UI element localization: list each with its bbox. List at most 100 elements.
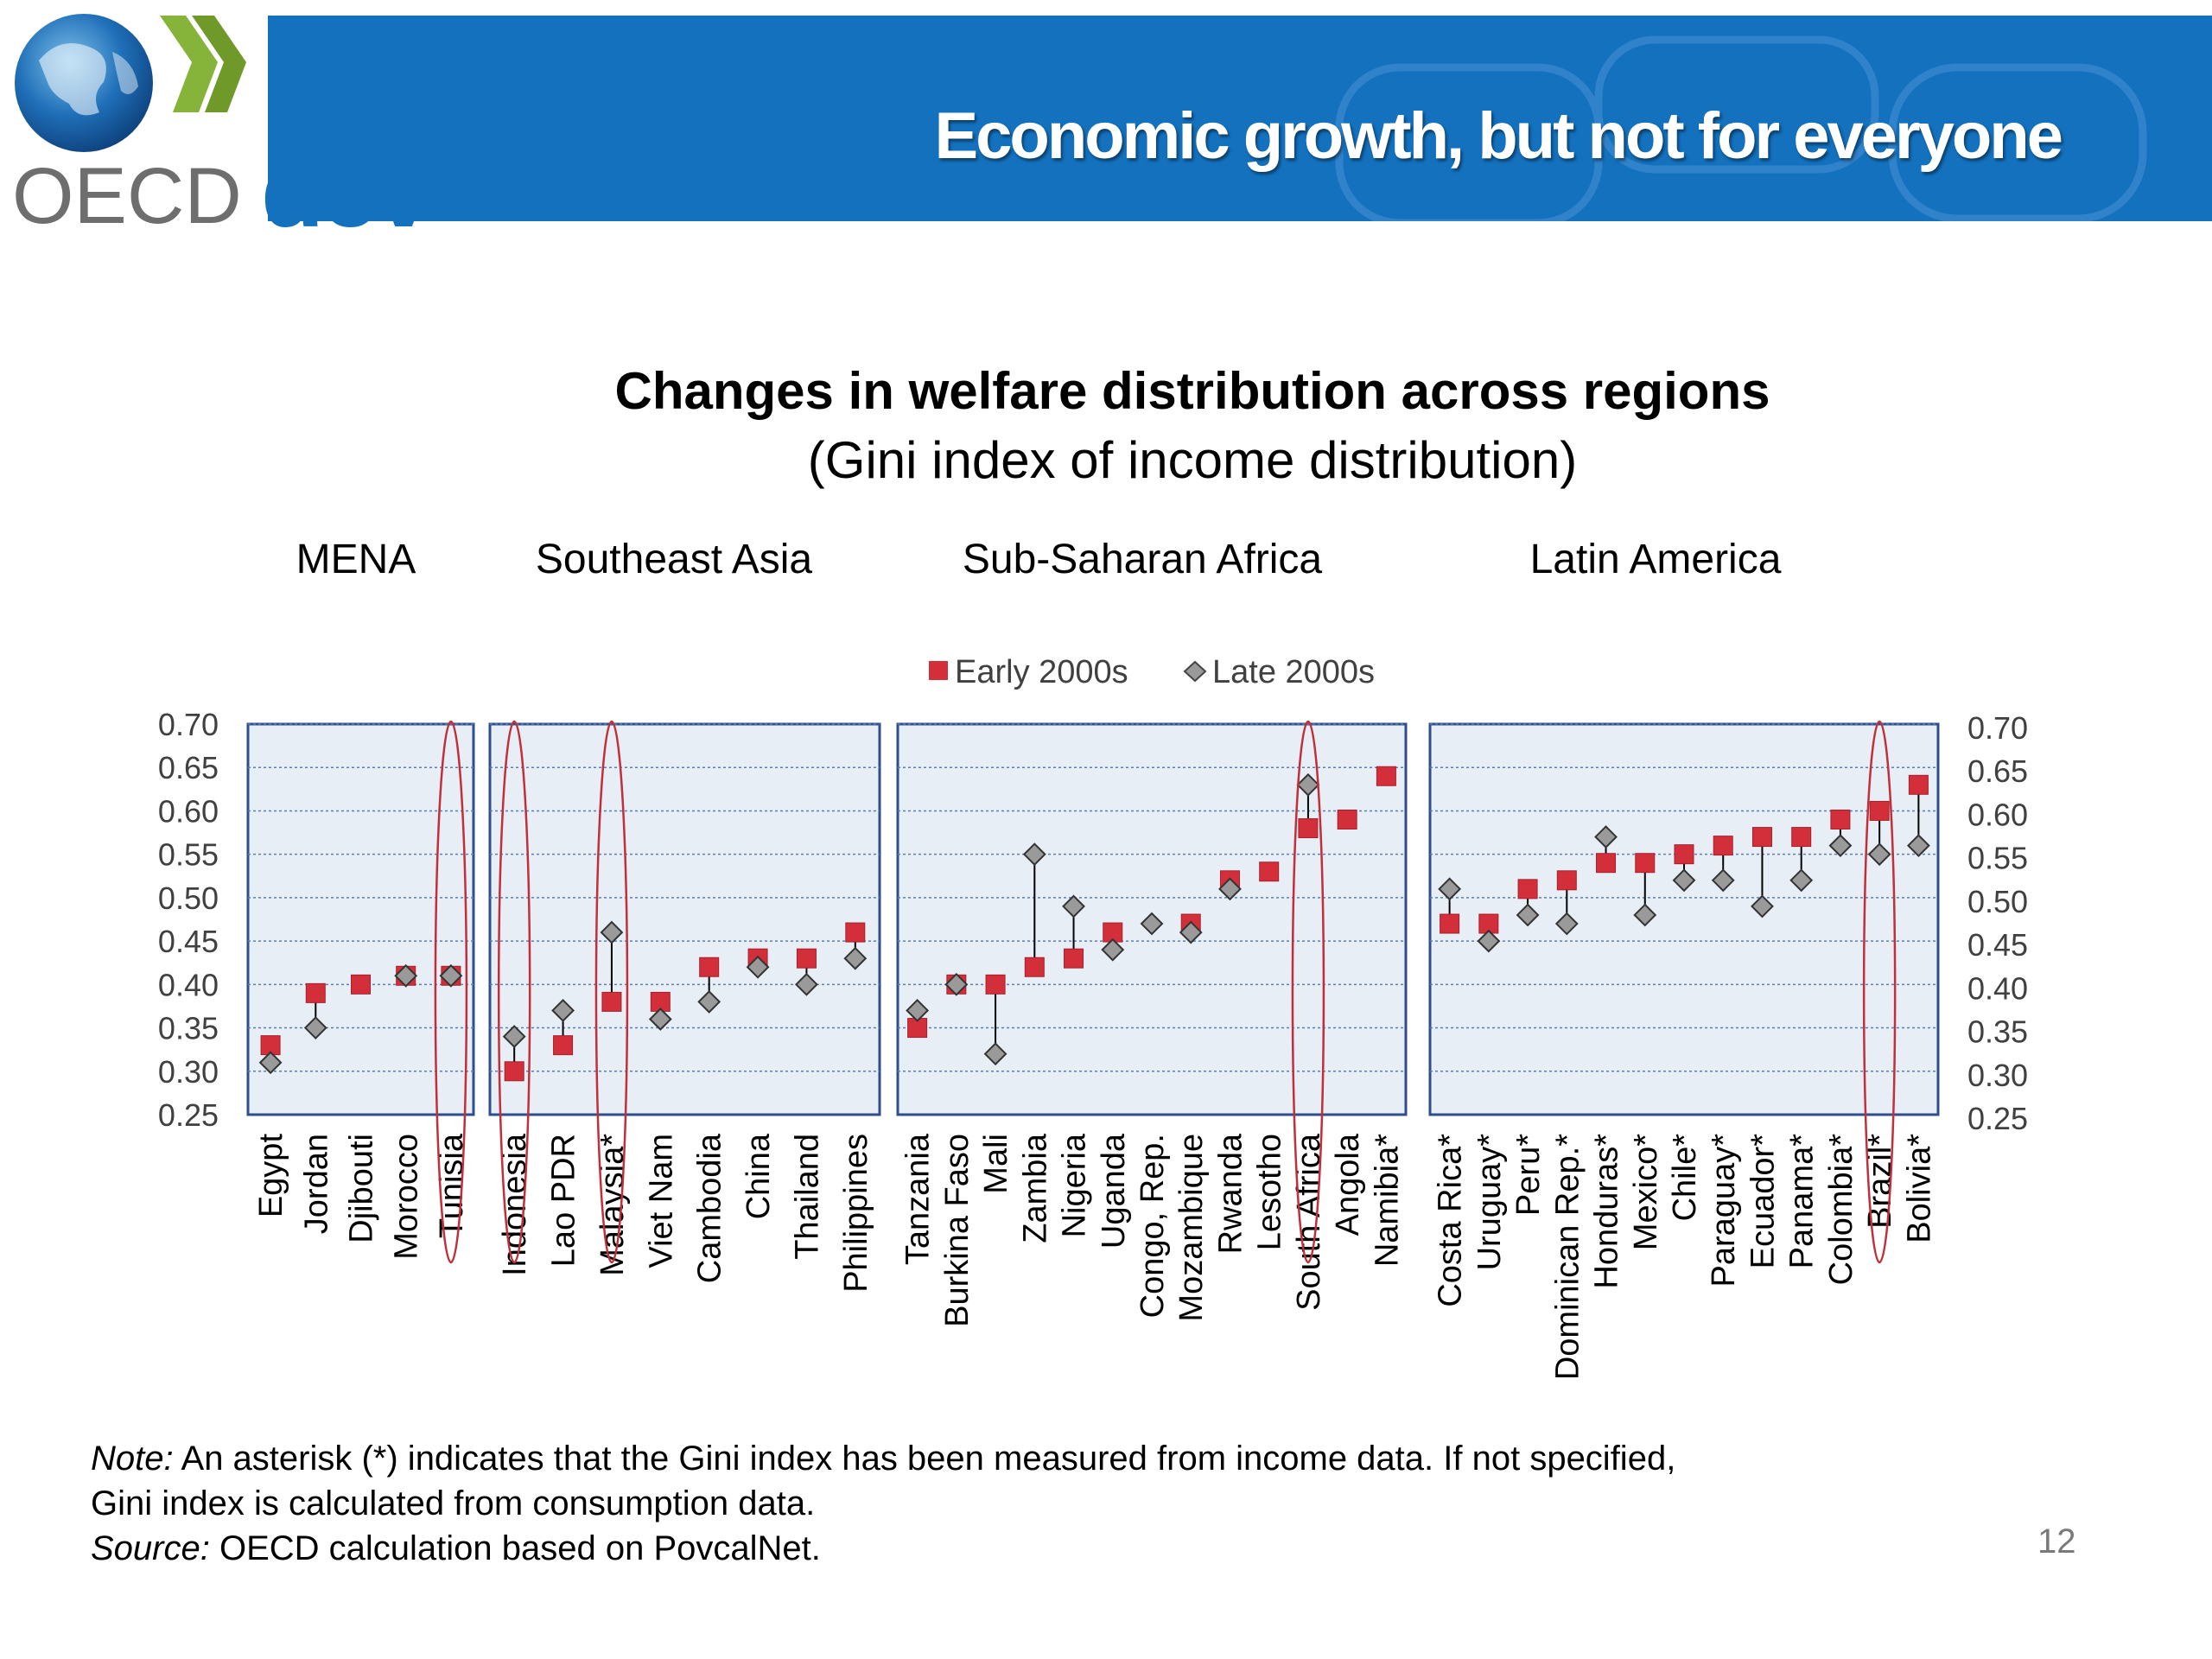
- late-marker-uganda: [1101, 938, 1125, 962]
- chevron-logo-icon: [160, 16, 246, 112]
- globe-icon: [15, 14, 153, 152]
- panel-sub-saharan-africa: [896, 722, 1408, 1116]
- x-label-dominican-rep: Dominican Rep.*: [1549, 1134, 1586, 1380]
- panel-background: [1428, 722, 1940, 1116]
- highlight-ellipse-indonesia: [497, 720, 531, 1264]
- y-tick-left: 0.25: [158, 1097, 219, 1133]
- chart-title: Changes in welfare distribution across r…: [614, 362, 1770, 420]
- x-label-jordan: Jordan: [298, 1134, 334, 1234]
- late-marker-malaysia: [600, 920, 624, 944]
- chart-notes: Note: An asterisk (*) indicates that the…: [91, 1436, 1675, 1571]
- gini-chart: Early 2000s Late 2000s 0.700.650.600.550…: [158, 654, 2028, 1380]
- note-label: Note:: [91, 1440, 174, 1478]
- region-label-mena: MENA: [296, 537, 416, 582]
- speech-bubble-decoration: [1335, 35, 2147, 221]
- late-marker-colombia: [1828, 834, 1853, 858]
- late-marker-panama: [1789, 868, 1814, 893]
- x-label-mexico: Mexico*: [1628, 1134, 1664, 1250]
- early-marker-lesotho: [1259, 861, 1280, 882]
- y-tick-left: 0.60: [158, 793, 219, 829]
- x-label-panama: Panama*: [1784, 1134, 1821, 1269]
- late-marker-paraguay: [1711, 868, 1735, 893]
- late-marker-honduras: [1594, 825, 1618, 849]
- early-marker-paraguay: [1713, 836, 1733, 856]
- x-label-burkina-faso: Burkina Faso: [939, 1134, 976, 1327]
- late-marker-morocco: [394, 963, 418, 988]
- y-tick-right: 0.60: [1967, 797, 2028, 832]
- late-marker-brazil: [1867, 842, 1891, 867]
- x-label-tanzania: Tanzania: [900, 1133, 937, 1265]
- early-marker-south-africa: [1298, 818, 1319, 839]
- x-label-djibouti: Djibouti: [344, 1134, 380, 1243]
- x-label-paraguay: Paraguay*: [1706, 1134, 1742, 1287]
- late-marker-jordan: [303, 1016, 327, 1039]
- late-marker-costa-rica: [1438, 877, 1462, 901]
- x-label-ecuador: Ecuador*: [1745, 1134, 1781, 1269]
- late-marker-mali: [983, 1042, 1007, 1066]
- late-marker-congo-rep: [1140, 912, 1164, 936]
- late-marker-viet-nam: [648, 1007, 672, 1031]
- legend-early-label: Early 2000s: [955, 654, 1128, 690]
- early-marker-dominican-rep: [1556, 870, 1577, 891]
- early-marker-thailand: [796, 948, 817, 969]
- late-marker-tanzania: [906, 999, 930, 1022]
- early-marker-zambia: [1024, 957, 1045, 977]
- x-label-egypt: Egypt: [253, 1134, 289, 1218]
- late-marker-dominican-rep: [1554, 912, 1579, 936]
- x-label-mali: Mali: [978, 1134, 1014, 1194]
- early-marker-malaysia: [601, 991, 622, 1012]
- y-tick-left: 0.50: [158, 880, 219, 916]
- x-label-philippines: Philippines: [838, 1134, 874, 1293]
- y-tick-left: 0.55: [158, 837, 219, 873]
- chart-subtitle: (Gini index of income distribution): [807, 431, 1578, 489]
- x-label-nigeria: Nigeria: [1057, 1133, 1093, 1237]
- legend-late-marker: [1183, 660, 1207, 683]
- y-tick-right: 0.45: [1967, 927, 2028, 963]
- panel-background: [246, 722, 475, 1116]
- early-marker-bolivia: [1908, 774, 1929, 795]
- source-text: OECD calculation based on PovcalNet.: [209, 1529, 821, 1567]
- y-axis-left: 0.70 0.65 0.60 0.55 0.50 0.45 0.40 0.35 0.30 0.25: [158, 707, 219, 1133]
- x-label-zambia: Zambia: [1017, 1133, 1053, 1243]
- x-label-peru: Peru*: [1510, 1134, 1547, 1216]
- late-marker-indonesia: [502, 1025, 526, 1049]
- y-tick-right: 0.25: [1967, 1101, 2028, 1136]
- banner-title: Economic growth, but not for everyone: [934, 99, 2063, 173]
- late-marker-ecuador: [1751, 894, 1774, 918]
- late-marker-uruguay: [1477, 929, 1501, 953]
- early-marker-namibia: [1376, 766, 1396, 786]
- x-label-congo-rep: Congo, Rep.: [1135, 1134, 1171, 1318]
- late-marker-bolivia: [1906, 834, 1930, 858]
- panel-mena: [246, 722, 475, 1116]
- legend-late-label: Late 2000s: [1212, 654, 1375, 690]
- early-marker-philippines: [845, 922, 866, 943]
- x-label-lao-pdr: Lao PDR: [546, 1134, 582, 1267]
- late-marker-chile: [1672, 868, 1696, 893]
- early-marker-panama: [1791, 827, 1812, 848]
- x-label-lesotho: Lesotho: [1252, 1134, 1288, 1250]
- late-marker-cambodia: [697, 990, 721, 1014]
- x-label-chile: Chile*: [1667, 1134, 1703, 1222]
- x-label-morocco: Morocco: [389, 1134, 425, 1260]
- y-tick-right: 0.35: [1967, 1014, 2028, 1050]
- x-label-namibia: Namibia*: [1369, 1134, 1405, 1267]
- oecd-dev-logo: OECD dev: [12, 14, 436, 233]
- early-marker-costa-rica: [1440, 913, 1460, 934]
- x-label-colombia: Colombia*: [1823, 1134, 1859, 1286]
- highlight-ellipse-brazil: [1862, 720, 1897, 1264]
- highlight-ellipse-south-africa: [1291, 720, 1325, 1264]
- late-marker-egypt: [258, 1051, 283, 1075]
- y-tick-left: 0.40: [158, 967, 219, 1002]
- late-marker-burkina-faso: [944, 972, 969, 996]
- region-label-latin-america: Latin America: [1529, 537, 1782, 582]
- source-label: Source:: [91, 1529, 210, 1567]
- y-tick-right: 0.65: [1967, 753, 2028, 789]
- highlight-ellipse-tunisia: [434, 720, 468, 1264]
- late-marker-philippines: [843, 946, 868, 970]
- late-marker-nigeria: [1062, 894, 1085, 918]
- late-marker-lao-pdr: [551, 999, 575, 1022]
- early-marker-mali: [985, 974, 1006, 995]
- early-marker-mexico: [1635, 853, 1656, 874]
- x-label-china: China: [741, 1133, 777, 1219]
- x-label-rwanda: Rwanda: [1212, 1133, 1249, 1254]
